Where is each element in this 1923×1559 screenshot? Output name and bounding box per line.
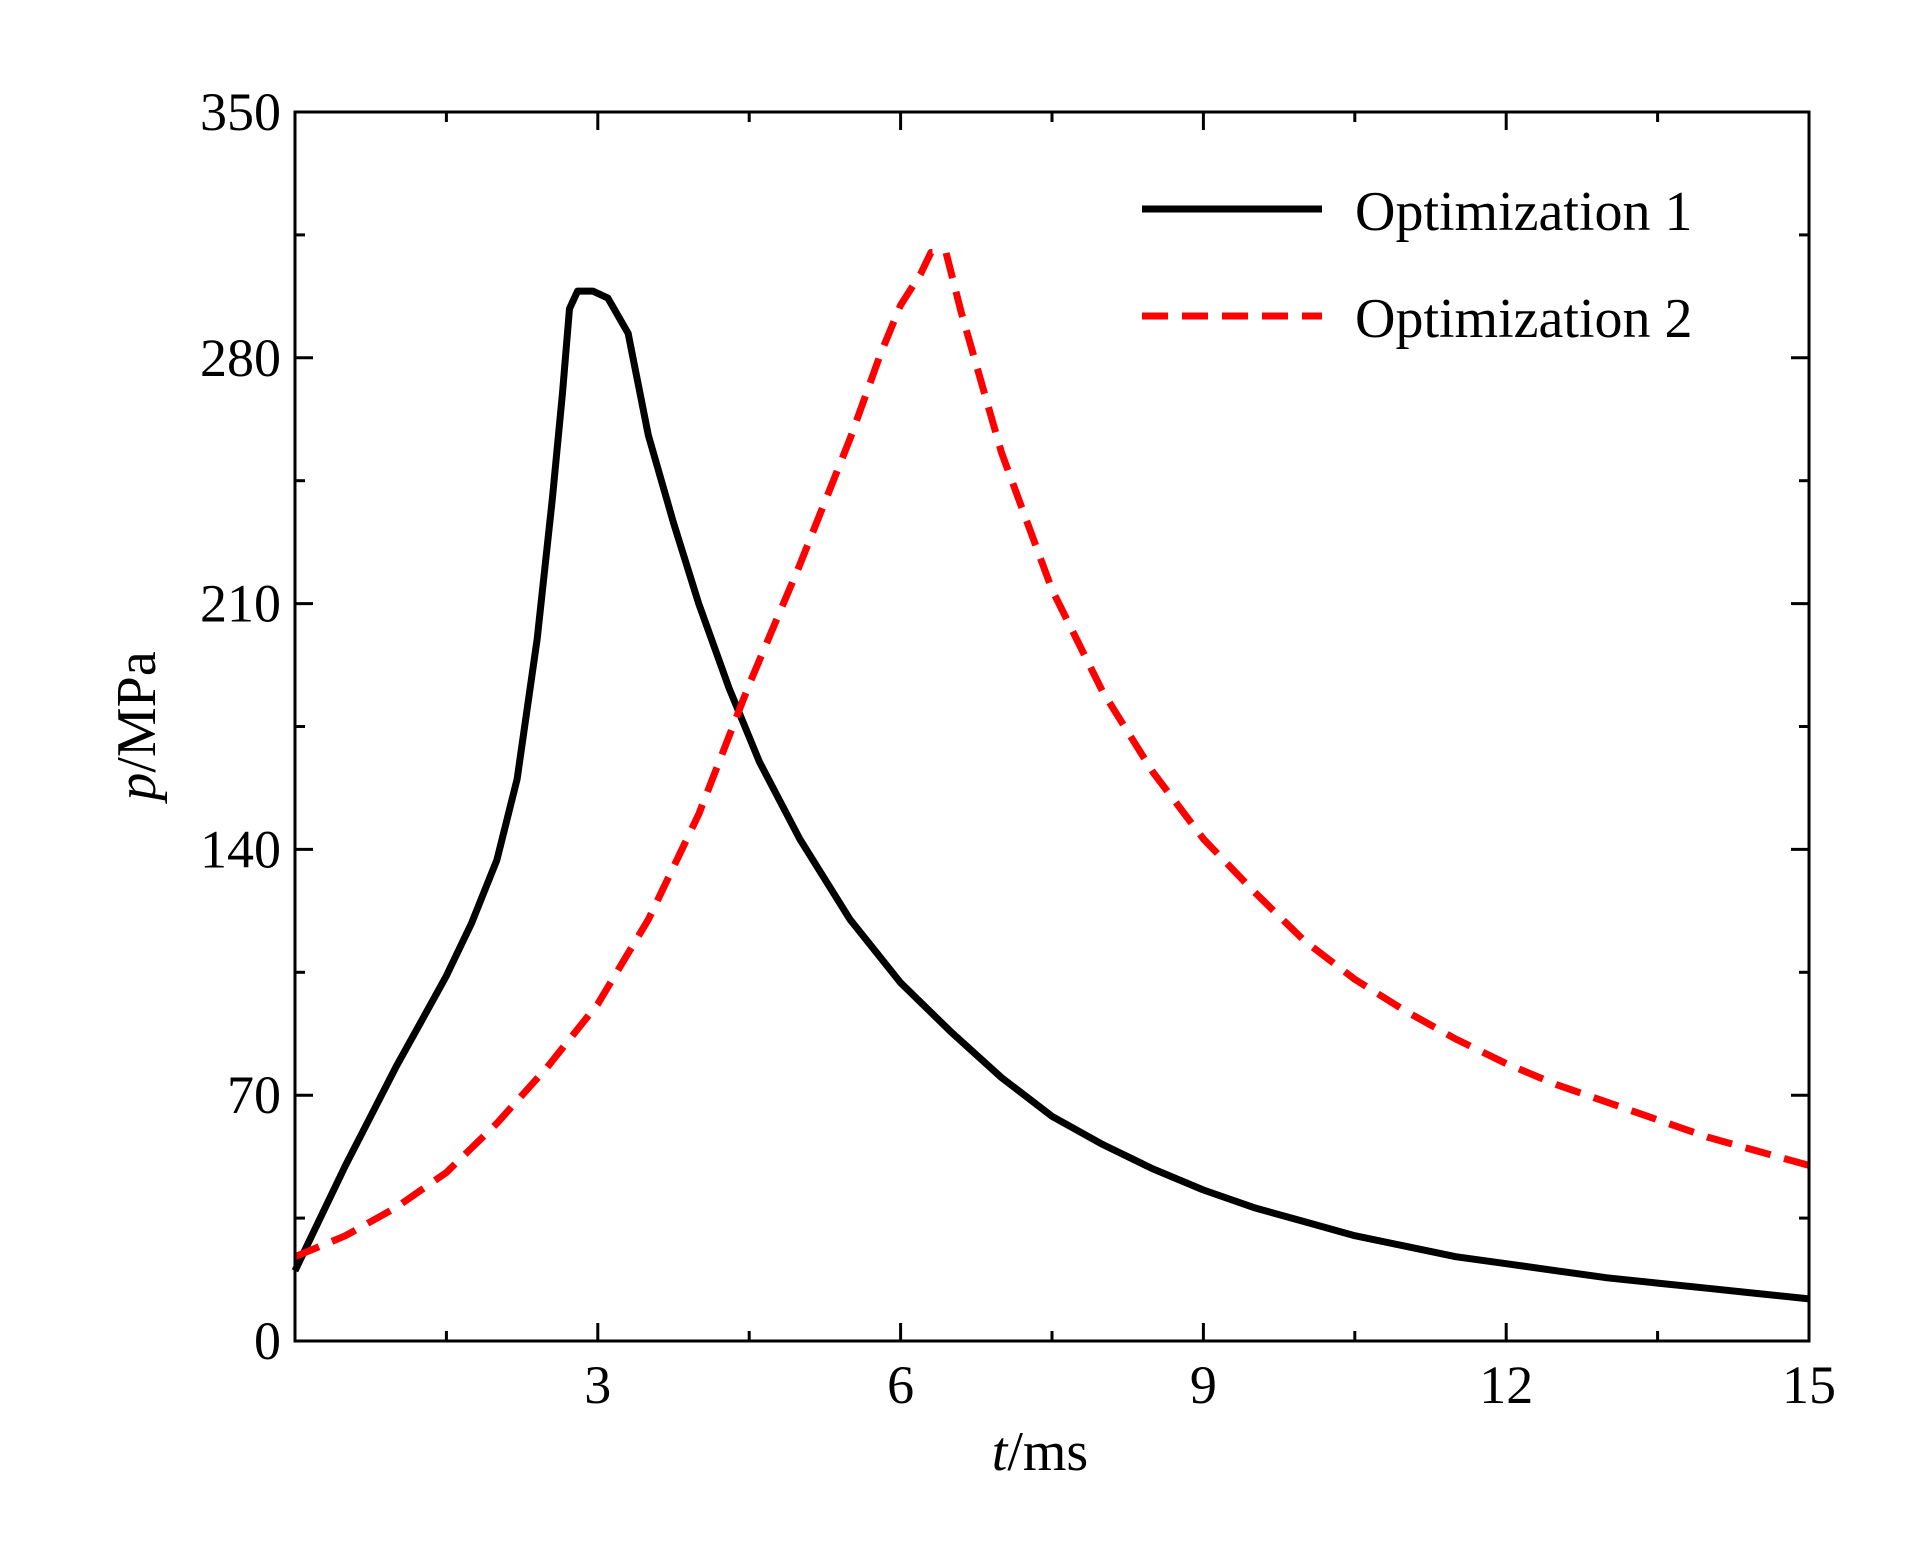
y-tick-label: 280	[200, 328, 281, 388]
plot-frame	[293, 110, 1811, 1343]
y-tick-label: 350	[200, 82, 281, 142]
y-tick-label: 0	[254, 1311, 281, 1371]
x-tick-label: 9	[1190, 1355, 1217, 1415]
series-line-2	[293, 249, 1810, 1260]
y-tick-label: 140	[200, 819, 281, 879]
y-tick-labels: 0 70 140 210 280 350	[200, 82, 281, 1371]
legend-label-optimization-1: Optimization 1	[1355, 181, 1693, 243]
series-layer	[291, 249, 1810, 1303]
legend-label-optimization-2: Optimization 2	[1355, 288, 1693, 350]
minor-ticks	[295, 112, 1809, 1341]
x-tick-labels: 3 6 9 12 15	[584, 1355, 1836, 1415]
y-tick-label: 70	[227, 1065, 281, 1125]
y-axis-label: p/MPa	[106, 651, 168, 804]
series-line-1	[291, 287, 1810, 1303]
x-tick-label: 3	[584, 1355, 611, 1415]
x-tick-label: 12	[1479, 1355, 1533, 1415]
x-tick-label: 6	[887, 1355, 914, 1415]
x-axis-label: t/ms	[992, 1421, 1088, 1483]
y-tick-label: 210	[200, 574, 281, 634]
legend: Optimization 1 Optimization 2	[1142, 181, 1693, 350]
x-tick-label: 15	[1782, 1355, 1836, 1415]
